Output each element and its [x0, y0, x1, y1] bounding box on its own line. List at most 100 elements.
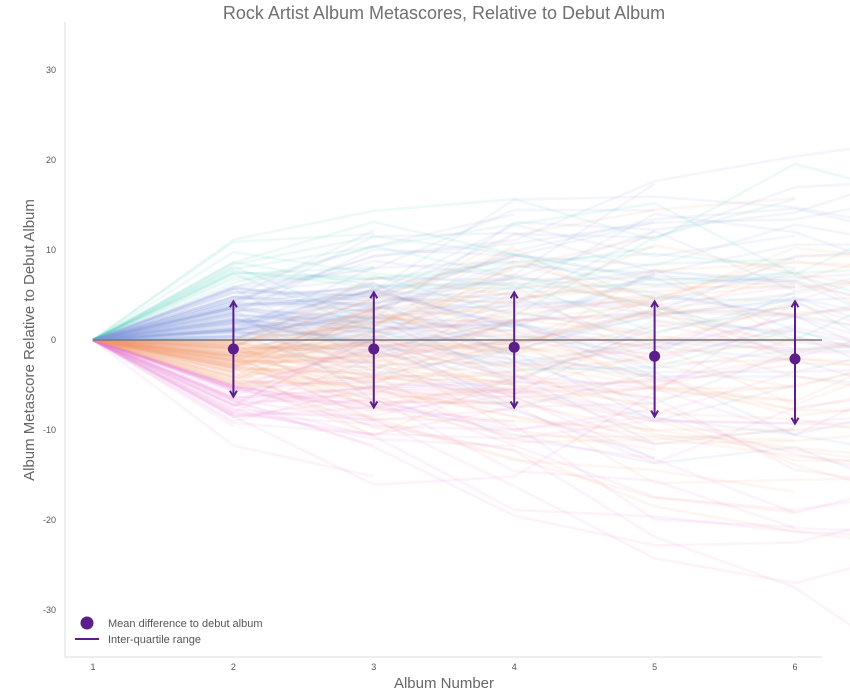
axes: [64, 22, 822, 658]
iqr-arrow-bottom: [650, 409, 659, 419]
artist-line: [92, 307, 796, 359]
artist-line: [92, 162, 850, 342]
artist-line: [92, 245, 655, 342]
artist-line: [92, 319, 796, 446]
artist-line: [92, 338, 234, 350]
artist-line: [92, 310, 796, 366]
artist-line: [92, 195, 850, 342]
artist-line: [92, 338, 850, 540]
artist-line: [92, 250, 796, 342]
artist-line: [92, 268, 796, 342]
artist-line: [92, 315, 850, 390]
artist-line: [92, 319, 515, 376]
artist-line: [92, 301, 234, 342]
artist-line: [92, 338, 850, 455]
legend-iqr-label: Inter-quartile range: [108, 634, 201, 646]
artist-line: [92, 317, 515, 385]
legend-mean-label: Mean difference to debut album: [108, 618, 263, 630]
y-axis-label: Album Metascore Relative to Debut Album: [21, 199, 38, 481]
artist-line: [92, 338, 515, 405]
artist-line: [92, 338, 850, 512]
iqr-arrow-top: [650, 299, 659, 308]
y-tick-label: 30: [46, 65, 56, 75]
artist-line: [92, 266, 234, 342]
artist-line: [92, 322, 850, 396]
artist-line: [92, 338, 850, 440]
x-tick-label: 5: [652, 662, 657, 672]
artist-line: [92, 256, 515, 342]
artist-line: [92, 291, 515, 357]
artist-line: [92, 338, 515, 383]
mean-marker: [368, 343, 380, 355]
artist-line: [92, 260, 850, 342]
artist-line: [92, 338, 234, 373]
artist-line: [92, 330, 796, 400]
artist-line: [92, 338, 850, 482]
y-tick-label: -10: [43, 425, 56, 435]
artist-line: [92, 212, 850, 342]
artist-line: [92, 338, 234, 374]
artist-line: [92, 312, 796, 363]
artist-line: [92, 293, 796, 342]
artist-line: [92, 338, 515, 410]
artist-line: [92, 338, 374, 423]
artist-line: [92, 311, 796, 423]
artist-line: [92, 338, 796, 514]
artist-line: [92, 289, 234, 342]
artist-line: [92, 292, 796, 353]
y-tick-label: -30: [43, 605, 56, 615]
artist-line: [92, 252, 796, 342]
artist-line: [92, 285, 796, 391]
artist-line: [92, 285, 374, 342]
mean-marker: [789, 353, 801, 365]
artist-line: [92, 338, 850, 462]
iqr-arrow-top: [229, 299, 238, 308]
summary-markers: [227, 290, 801, 426]
artist-line: [92, 305, 850, 412]
artist-line: [92, 338, 235, 417]
artist-line: [92, 253, 850, 358]
artist-line: [92, 315, 850, 459]
artist-line: [92, 311, 234, 342]
artist-line: [92, 302, 796, 389]
artist-line: [92, 338, 850, 532]
artist-line: [92, 338, 655, 432]
artist-line: [92, 193, 850, 342]
artist-line: [92, 277, 515, 342]
iqr-arrow-bottom: [229, 390, 238, 399]
artist-line: [92, 338, 796, 529]
x-tick-label: 1: [90, 662, 95, 672]
artist-line: [92, 338, 796, 419]
artist-line: [92, 243, 850, 346]
artist-line: [92, 261, 796, 342]
x-tick-label: 4: [512, 662, 517, 672]
iqr-arrow-bottom: [790, 417, 800, 426]
artist-line: [92, 213, 515, 342]
artist-line: [92, 269, 850, 342]
artist-line: [92, 281, 850, 359]
artist-line: [92, 274, 796, 342]
artist-line: [92, 338, 515, 423]
artist-line: [92, 338, 234, 392]
artist-line: [92, 338, 234, 395]
artist-line: [92, 326, 850, 414]
artist-line: [92, 196, 796, 384]
artist-line: [92, 338, 234, 378]
artist-line: [92, 301, 850, 486]
artist-line: [92, 338, 234, 369]
artist-line: [92, 338, 850, 445]
x-tick-labels: 1 2 3 4 5 6: [90, 662, 797, 672]
artist-line: [92, 309, 850, 367]
artist-line: [92, 338, 796, 402]
x-tick-label: 2: [231, 662, 236, 672]
artist-line: [92, 338, 796, 494]
artist-line: [92, 260, 850, 350]
artist-line: [92, 183, 850, 342]
artist-lines: [92, 147, 850, 627]
artist-line: [92, 336, 850, 395]
artist-line: [92, 252, 796, 342]
artist-line: [92, 320, 515, 379]
artist-line: [92, 338, 234, 389]
artist-line: [92, 273, 796, 361]
